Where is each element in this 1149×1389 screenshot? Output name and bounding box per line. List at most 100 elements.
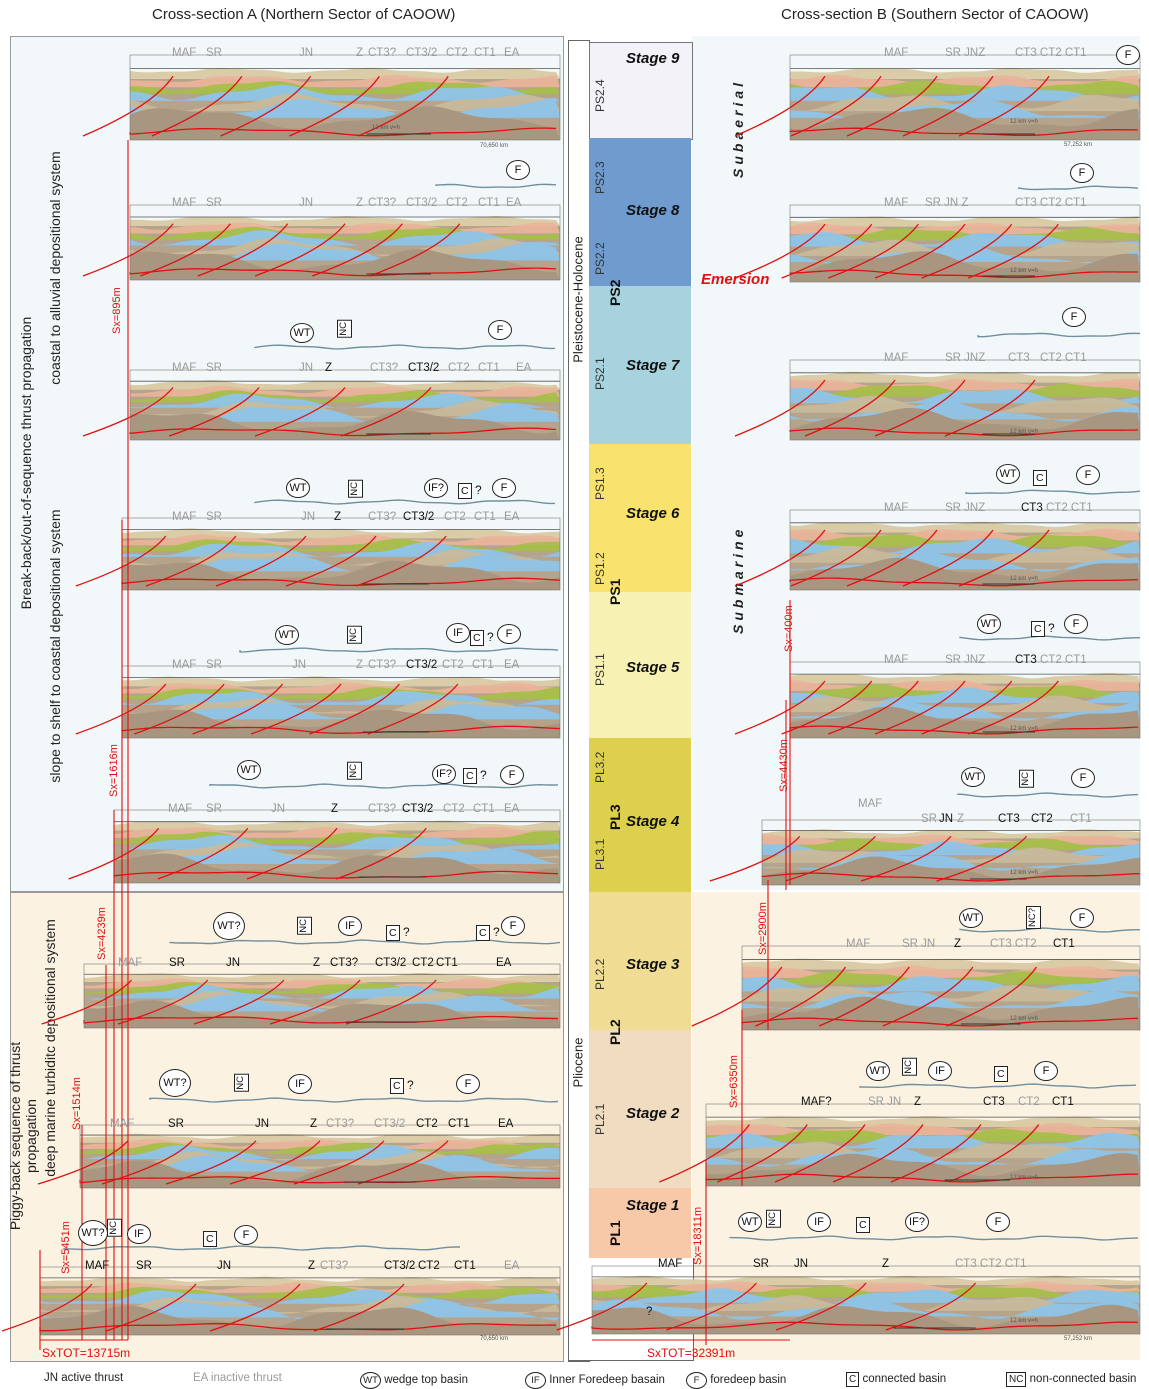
- a6-ea: EA: [504, 511, 520, 523]
- thrust-fault: [774, 1124, 866, 1183]
- b3-f: F: [1070, 908, 1094, 928]
- basin-profile: [209, 783, 559, 789]
- b4-jn: JN: [939, 813, 954, 825]
- strata-layer: [790, 673, 1140, 684]
- basin-profile: [254, 344, 555, 350]
- scale-b4: 12 km v=h: [1010, 870, 1038, 876]
- a4-sr: SR: [206, 803, 222, 815]
- a6-ct2: CT2: [444, 511, 466, 523]
- strata-layer: [742, 958, 1140, 970]
- len-a1: 70,650 km: [480, 1336, 509, 1342]
- a1-ct1: CT1: [454, 1260, 476, 1272]
- stage-7-label: Stage 7: [626, 357, 680, 374]
- section-frame: [129, 369, 561, 441]
- b4-ct3: CT3: [998, 813, 1020, 825]
- thrust-fault: [285, 535, 377, 587]
- thrust-fault: [367, 683, 459, 735]
- a1-nc: NC: [107, 1219, 122, 1240]
- sxtot-a: SxTOT=13715m: [42, 1346, 131, 1360]
- thrust-fault: [734, 529, 826, 587]
- basal-detachment: [789, 127, 1139, 137]
- b5-ct21: CT2 CT1: [1040, 654, 1087, 666]
- b7-ct3: CT3: [1008, 352, 1030, 364]
- stage-4-label: Stage 4: [626, 813, 680, 830]
- a5-if: IF: [446, 623, 470, 643]
- b4-nc: NC: [1019, 770, 1034, 791]
- section-frame: [129, 204, 561, 281]
- b3-maf: MAF: [846, 938, 871, 950]
- b1-maf: MAF: [658, 1258, 683, 1270]
- a4-ct1: CT1: [473, 803, 495, 815]
- a1-ct2: CT2: [418, 1260, 440, 1272]
- a7-ct3q: CT3?: [370, 362, 399, 374]
- thrust-fault: [254, 387, 346, 437]
- a1-f: F: [234, 1225, 258, 1245]
- thrust-fault: [82, 223, 174, 277]
- thrust-fault: [790, 529, 882, 587]
- basin-profile: [239, 647, 559, 653]
- a3-ct3q: CT3?: [330, 957, 359, 969]
- strata-layer: [790, 75, 1140, 88]
- b1-jn: JN: [794, 1258, 809, 1270]
- a3-ea: EA: [496, 957, 512, 969]
- a7-ct1: CT1: [478, 362, 500, 374]
- b6-wt: WT: [996, 464, 1020, 484]
- stage-3-label: Stage 3: [626, 956, 680, 973]
- b8-srjnz: SR JN Z: [925, 197, 969, 209]
- scale-b3: 12 km v=h: [1010, 1016, 1038, 1022]
- basin-profile: [435, 183, 557, 189]
- a3-maf: MAF: [118, 957, 143, 969]
- a8-z: Z: [356, 197, 364, 209]
- a4-ct32: CT3/2: [402, 803, 434, 815]
- thrust-fault: [958, 75, 1050, 137]
- a5-ct2: CT2: [442, 659, 464, 671]
- b8-ct: CT3 CT2 CT1: [1015, 197, 1087, 209]
- scale-b5: 12 km v=h: [1010, 726, 1038, 732]
- strata-layer: [762, 829, 1140, 839]
- strata-layer: [706, 1147, 1140, 1167]
- a1-c: C: [203, 1231, 217, 1247]
- b1-question: ?: [646, 1306, 653, 1318]
- section-frame: [741, 945, 1141, 1031]
- basement: [130, 106, 560, 140]
- sx-b-4430: Sx=4430m: [778, 739, 790, 792]
- strata-layer: [592, 1285, 1140, 1298]
- sxtot-b: SxTOT=32391m: [647, 1346, 736, 1360]
- b5-c: C ?: [1031, 621, 1055, 637]
- thrust-fault: [890, 1124, 982, 1183]
- thrust-fault: [775, 1282, 867, 1331]
- a3-jn: JN: [226, 957, 241, 969]
- a6-jn: JN: [301, 511, 316, 523]
- a7-ct32: CT3/2: [408, 362, 440, 374]
- sx-a-1514: Sx=1514m: [71, 1077, 83, 1130]
- a9-z: Z: [356, 47, 364, 59]
- thrust-fault: [41, 979, 133, 1025]
- a7-f: F: [488, 320, 512, 340]
- thrust-fault: [781, 680, 873, 735]
- b3-z: Z: [954, 938, 962, 950]
- a6-sr: SR: [206, 511, 222, 523]
- b6-ct21: CT2 CT1: [1046, 502, 1093, 514]
- stage-5-block: [589, 592, 691, 738]
- basin-profile: [965, 489, 1141, 495]
- thrust-fault: [948, 1124, 1040, 1183]
- a8-sr: SR: [206, 197, 222, 209]
- b3-ct32: CT3 CT2: [990, 938, 1037, 950]
- strata-layer: [130, 93, 560, 112]
- thrust-fault: [828, 680, 919, 735]
- stage-1-block: [589, 1188, 691, 1258]
- basin-profile: [254, 499, 555, 505]
- a9-jn: JN: [299, 47, 314, 59]
- thrust-fault: [874, 680, 966, 735]
- thrust-fault: [215, 535, 307, 587]
- a6-z: Z: [334, 511, 342, 523]
- b2-nc: NC: [902, 1058, 917, 1079]
- b2-ct3: CT3: [983, 1096, 1005, 1108]
- emersion-label: Emersion: [701, 271, 770, 288]
- b9-maf: MAF: [884, 47, 909, 59]
- thrust-fault: [734, 75, 826, 137]
- b1-f: F: [986, 1212, 1010, 1232]
- thrust-fault: [790, 75, 882, 137]
- basal-detachment: [591, 1321, 1139, 1331]
- b9-srjnz: SR JNZ: [945, 47, 986, 59]
